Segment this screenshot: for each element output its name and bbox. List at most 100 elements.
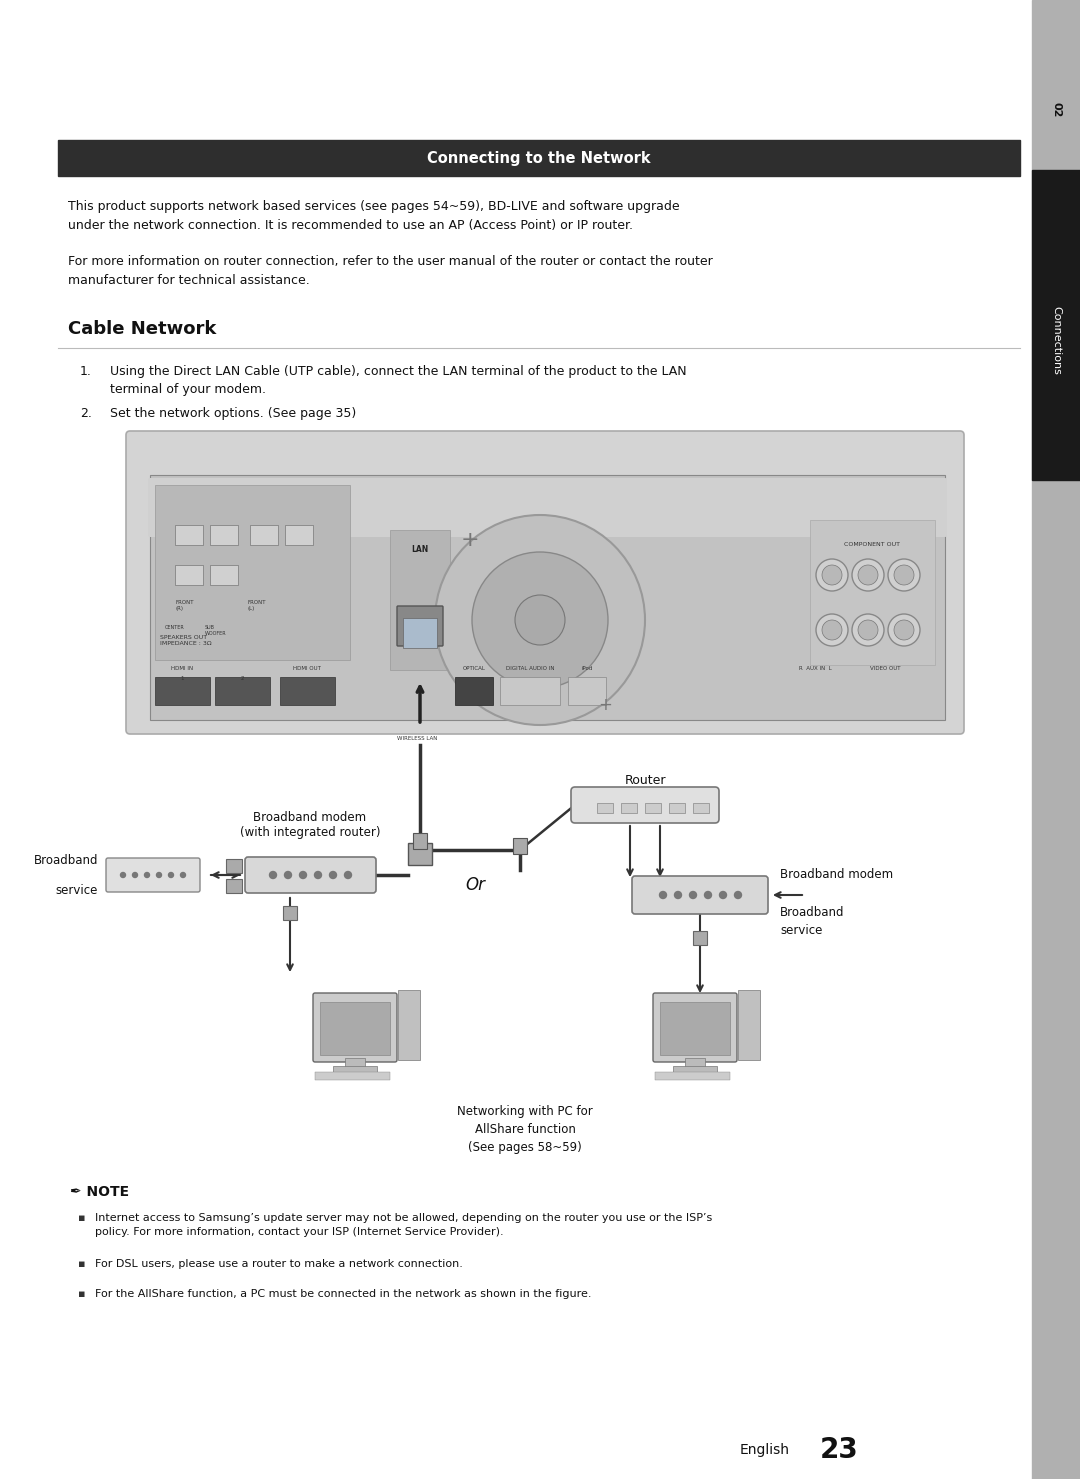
Text: Connecting to the Network: Connecting to the Network [428,151,651,166]
Circle shape [734,892,742,899]
FancyBboxPatch shape [245,856,376,893]
Bar [645,803,661,813]
Bar [210,525,238,544]
Circle shape [894,620,914,640]
Text: +: + [598,697,612,714]
Text: SPEAKERS OUT
IMPEDANCE : 3Ω: SPEAKERS OUT IMPEDANCE : 3Ω [160,634,212,646]
Circle shape [660,892,666,899]
Circle shape [329,871,337,879]
Circle shape [270,871,276,879]
Text: FRONT
(R): FRONT (R) [175,600,193,611]
Circle shape [472,552,608,688]
Text: ▪: ▪ [78,1213,85,1223]
Circle shape [675,892,681,899]
Bar [660,1001,730,1055]
Bar [685,1057,705,1068]
Bar [693,930,707,945]
Bar [673,1066,717,1074]
Text: VIDEO OUT: VIDEO OUT [869,666,901,670]
Bar [285,525,313,544]
Circle shape [284,871,292,879]
Bar [280,677,335,705]
Text: Internet access to Samsung’s update server may not be allowed, depending on the : Internet access to Samsung’s update serv… [95,1213,712,1236]
Circle shape [858,565,878,586]
Bar [408,843,432,865]
Circle shape [888,614,920,646]
Text: R  AUX IN  L: R AUX IN L [798,666,832,670]
Text: +: + [461,529,480,550]
Circle shape [858,620,878,640]
Bar [455,677,492,705]
Text: Broadband modem
(with integrated router): Broadband modem (with integrated router) [240,810,380,839]
Bar [738,989,760,1060]
FancyBboxPatch shape [632,876,768,914]
Text: service: service [56,883,98,896]
Bar [150,475,945,720]
Bar [669,803,685,813]
Text: CENTER: CENTER [165,626,185,630]
Bar [58,141,1020,176]
Text: For DSL users, please use a router to make a network connection.: For DSL users, please use a router to ma… [95,1259,463,1269]
FancyBboxPatch shape [106,858,200,892]
Text: 1.: 1. [80,365,92,379]
Bar [654,1072,730,1080]
Text: HDMI IN: HDMI IN [171,666,193,670]
Text: 2: 2 [240,676,244,680]
Text: HDMI OUT: HDMI OUT [293,666,321,670]
Bar [413,833,427,849]
Text: Networking with PC for
AllShare function
(See pages 58~59): Networking with PC for AllShare function… [457,1105,593,1154]
Text: English: English [740,1444,789,1457]
Text: SUB
WOOFER: SUB WOOFER [205,626,227,636]
Text: Using the Direct LAN Cable (UTP cable), connect the LAN terminal of the product : Using the Direct LAN Cable (UTP cable), … [110,365,687,396]
Bar [1032,0,1080,1479]
Bar [175,525,203,544]
Text: 2.: 2. [80,407,92,420]
Circle shape [852,559,885,592]
Text: Broadband: Broadband [33,853,98,867]
Circle shape [157,873,162,877]
Circle shape [822,565,842,586]
Circle shape [145,873,149,877]
Bar [175,565,203,586]
Text: Cable Network: Cable Network [68,319,216,339]
Circle shape [816,559,848,592]
Text: 02: 02 [1051,102,1061,118]
Text: Connections: Connections [1051,306,1061,374]
Circle shape [180,873,186,877]
Bar [333,1066,377,1074]
Bar [210,565,238,586]
Bar [320,1001,390,1055]
Bar [1032,170,1080,481]
FancyBboxPatch shape [653,992,737,1062]
Text: Router: Router [624,774,665,787]
Text: WIRELESS LAN: WIRELESS LAN [396,735,437,741]
Circle shape [888,559,920,592]
Circle shape [168,873,174,877]
Bar [513,839,527,853]
Circle shape [515,595,565,645]
Circle shape [822,620,842,640]
Bar [156,677,210,705]
Bar [693,803,708,813]
Circle shape [852,614,885,646]
Text: service: service [780,923,822,936]
Bar [249,525,278,544]
Bar [399,989,420,1060]
Text: Set the network options. (See page 35): Set the network options. (See page 35) [110,407,356,420]
Bar [226,879,242,893]
Bar [403,618,437,648]
Bar [345,1057,365,1068]
Text: FRONT
(L): FRONT (L) [248,600,267,611]
Bar [226,859,242,873]
Text: OPTICAL: OPTICAL [462,666,485,670]
Circle shape [719,892,727,899]
FancyBboxPatch shape [126,430,964,734]
FancyBboxPatch shape [313,992,397,1062]
Text: ✒ NOTE: ✒ NOTE [70,1185,130,1199]
FancyBboxPatch shape [571,787,719,822]
Circle shape [299,871,307,879]
Circle shape [314,871,322,879]
Bar [156,485,350,660]
Text: 1: 1 [180,676,184,680]
Bar [621,803,637,813]
